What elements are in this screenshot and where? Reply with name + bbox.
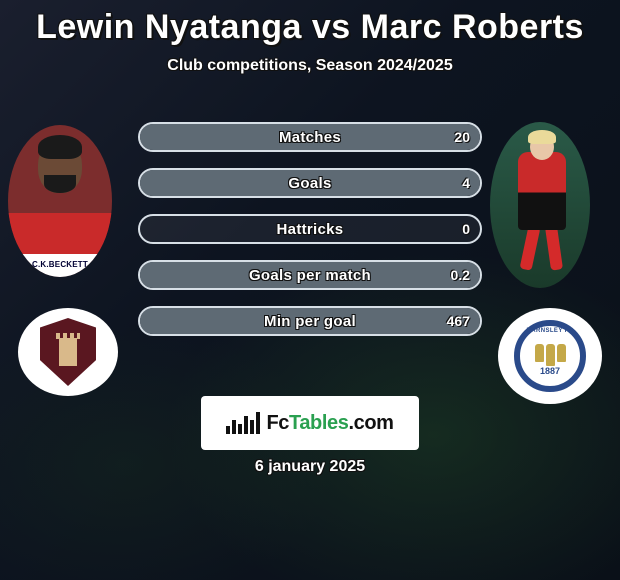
generated-date: 6 january 2025 <box>0 458 620 476</box>
stat-label: Goals <box>140 170 480 196</box>
logo-text-suffix: .com <box>348 412 393 434</box>
stat-row: Goals4 <box>138 168 482 198</box>
logo-text-accent: Tables <box>289 412 348 434</box>
logo-bars-icon <box>226 412 260 434</box>
logo-text-left: Fc <box>266 412 289 434</box>
stat-value-right: 20 <box>454 124 470 150</box>
logo-text: FcTables.com <box>266 412 393 435</box>
infographic: Lewin Nyatanga vs Marc Roberts Club comp… <box>0 0 620 580</box>
stat-value-right: 0 <box>462 216 470 242</box>
crest-right-name: BARNSLEY FC <box>524 328 576 334</box>
page-subtitle: Club competitions, Season 2024/2025 <box>0 57 620 75</box>
page-title: Lewin Nyatanga vs Marc Roberts <box>0 0 620 47</box>
stat-label: Min per goal <box>140 308 480 334</box>
club-crest-right: BARNSLEY FC 1887 <box>498 308 602 404</box>
player-left-photo: C.K.BECKETT <box>8 125 112 277</box>
player-left-sponsor: C.K.BECKETT <box>8 260 112 269</box>
stat-value-right: 0.2 <box>451 262 470 288</box>
stat-label: Hattricks <box>140 216 480 242</box>
stat-value-right: 4 <box>462 170 470 196</box>
site-logo: FcTables.com <box>201 396 419 450</box>
stat-value-right: 467 <box>447 308 470 334</box>
player-right-photo <box>490 122 590 288</box>
stat-row: Goals per match0.2 <box>138 260 482 290</box>
stat-label: Matches <box>140 124 480 150</box>
stat-row: Min per goal467 <box>138 306 482 336</box>
club-crest-left <box>18 308 118 396</box>
stat-label: Goals per match <box>140 262 480 288</box>
stat-row: Hattricks0 <box>138 214 482 244</box>
stats-list: Matches20 Goals4 Hattricks0 Goals per match… <box>138 122 482 352</box>
stat-row: Matches20 <box>138 122 482 152</box>
